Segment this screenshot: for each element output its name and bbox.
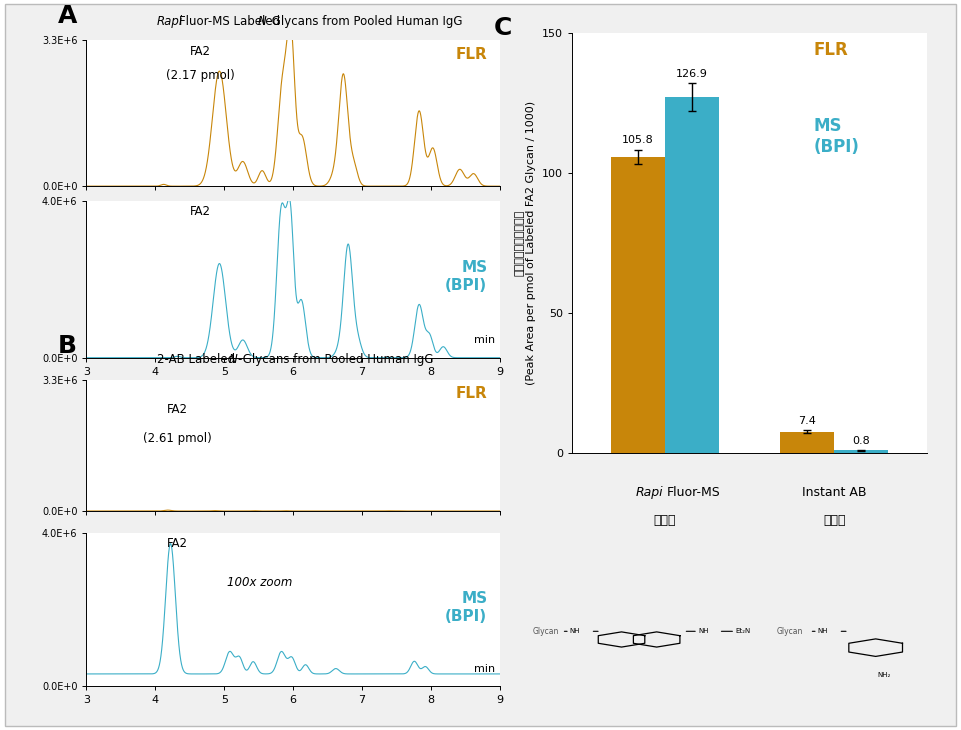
Text: NH: NH <box>570 629 580 634</box>
Text: min: min <box>475 664 496 674</box>
Text: Fluor-MS: Fluor-MS <box>667 486 721 499</box>
Text: -Glycans from Pooled Human IgG: -Glycans from Pooled Human IgG <box>267 15 462 28</box>
Text: 126.9: 126.9 <box>677 69 708 80</box>
Text: NH₂: NH₂ <box>877 672 891 677</box>
Text: 0.8: 0.8 <box>852 436 871 445</box>
Text: 105.8: 105.8 <box>622 135 653 145</box>
Text: (2.61 pmol): (2.61 pmol) <box>143 432 211 445</box>
Text: Instant AB: Instant AB <box>802 486 867 499</box>
Text: 100x zoom: 100x zoom <box>228 576 293 589</box>
Text: 7.4: 7.4 <box>799 416 816 426</box>
Text: NH: NH <box>818 629 828 634</box>
Text: Rapi: Rapi <box>635 486 663 499</box>
Text: ラベル: ラベル <box>653 514 677 527</box>
Text: N: N <box>229 353 237 366</box>
Text: MS
(BPI): MS (BPI) <box>445 591 487 623</box>
Text: A: A <box>58 4 77 28</box>
Y-axis label: レスポンスファクター
(Peak Area per pmol of Labeled FA2 Glycan / 1000): レスポンスファクター (Peak Area per pmol of Labele… <box>514 101 536 385</box>
Text: Glycan: Glycan <box>532 627 559 636</box>
Bar <box>780 432 834 453</box>
Text: NH: NH <box>698 629 708 634</box>
Text: MS
(BPI): MS (BPI) <box>445 261 487 293</box>
Text: FA2: FA2 <box>189 45 210 58</box>
Text: FLR: FLR <box>456 47 487 63</box>
Text: Et₂N: Et₂N <box>735 629 751 634</box>
Text: Rapi: Rapi <box>157 15 183 28</box>
Bar <box>834 450 888 453</box>
Text: Glycan: Glycan <box>776 627 802 636</box>
Text: MS
(BPI): MS (BPI) <box>814 117 859 155</box>
Text: min: min <box>475 335 496 345</box>
Text: FA2: FA2 <box>167 537 188 550</box>
Text: Fluor-MS Labeled: Fluor-MS Labeled <box>180 15 283 28</box>
Text: C: C <box>494 16 512 40</box>
Text: FA2: FA2 <box>167 403 188 416</box>
Text: FLR: FLR <box>814 41 849 59</box>
Bar <box>611 156 665 453</box>
Text: N: N <box>258 15 267 28</box>
Text: -Glycans from Pooled Human IgG: -Glycans from Pooled Human IgG <box>238 353 433 366</box>
Text: 2-AB Labeled: 2-AB Labeled <box>157 353 237 366</box>
Text: (2.17 pmol): (2.17 pmol) <box>165 69 234 82</box>
Bar <box>665 98 719 453</box>
Text: FLR: FLR <box>456 386 487 402</box>
Text: ラベル: ラベル <box>823 514 846 527</box>
Text: FA2: FA2 <box>189 205 210 218</box>
Text: B: B <box>58 334 77 358</box>
